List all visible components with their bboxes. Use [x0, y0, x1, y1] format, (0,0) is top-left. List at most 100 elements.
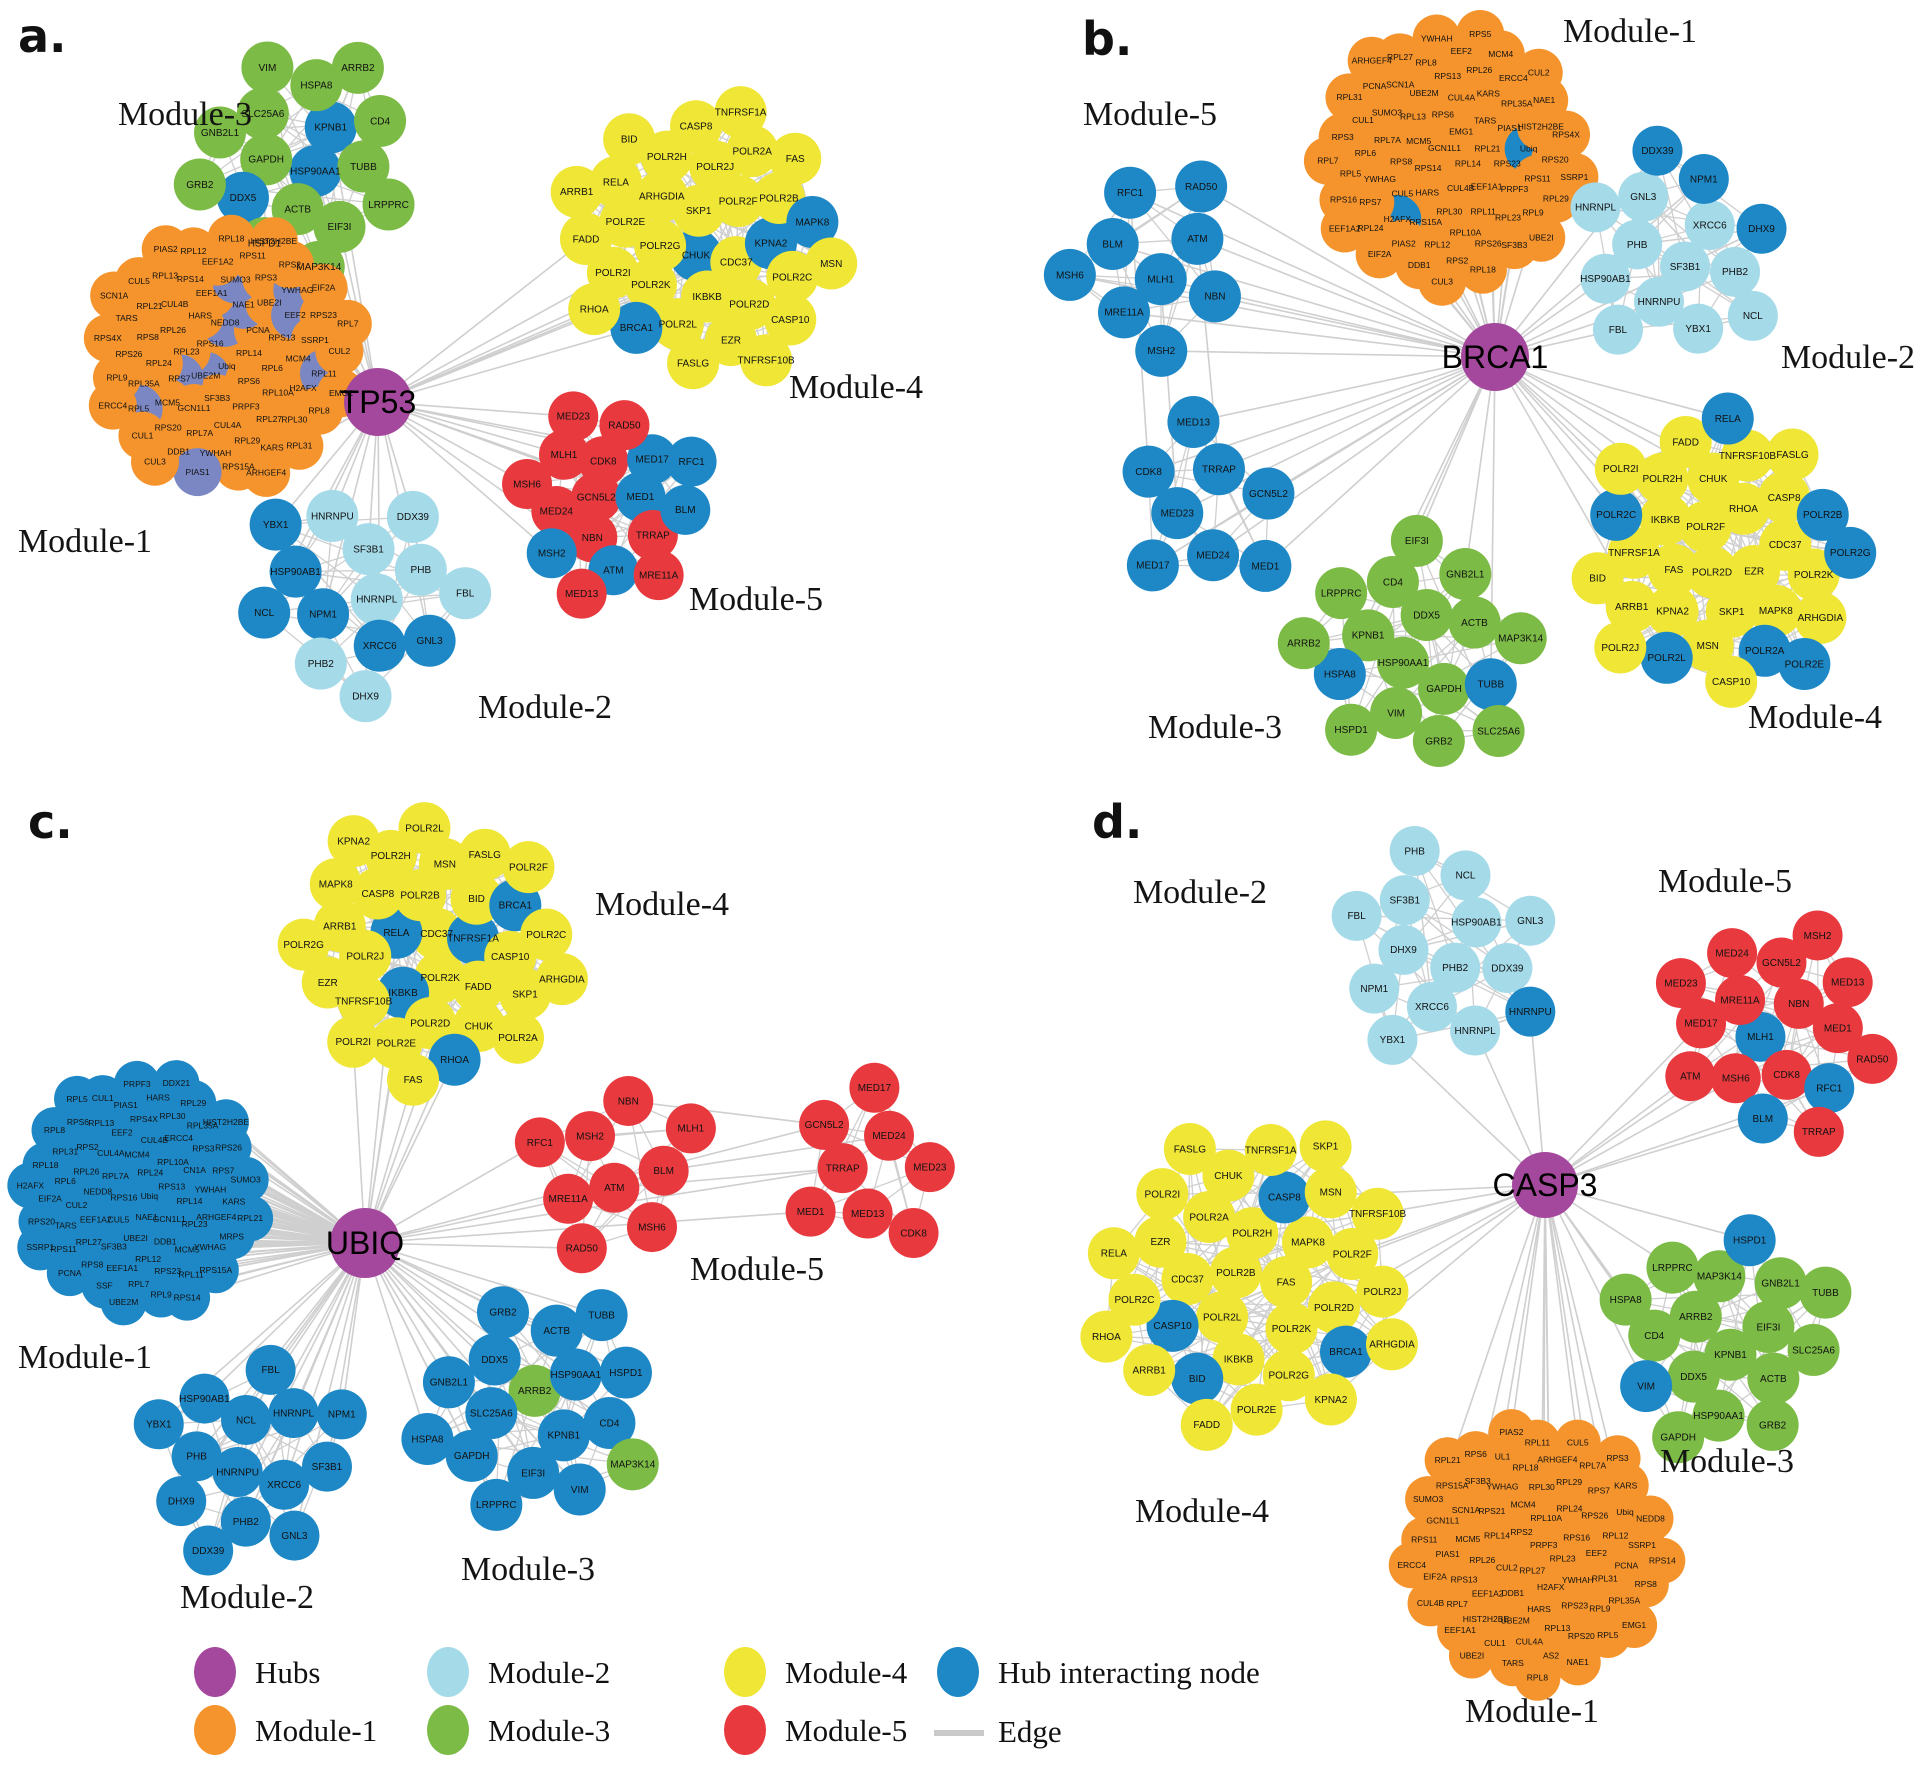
node-label-RPL10A: RPL10A — [1530, 1513, 1562, 1523]
node-HSPD1 — [1325, 703, 1378, 756]
node-MAPK8 — [1749, 584, 1802, 637]
node-label-MLH1: MLH1 — [551, 450, 578, 461]
node-label-RHOA: RHOA — [440, 1055, 469, 1066]
hub-edge — [203, 1242, 366, 1400]
node-label-MCM5: MCM5 — [1455, 1534, 1480, 1544]
node-UBE2I — [1517, 213, 1566, 262]
node-label-IKBKB: IKBKB — [692, 292, 722, 303]
node-label-GRB2: GRB2 — [1759, 1420, 1787, 1431]
node-MED24 — [1187, 529, 1240, 582]
node-NPM1 — [316, 1389, 367, 1440]
node-label-CUL5: CUL5 — [1567, 1437, 1589, 1447]
node-label-RPS13: RPS13 — [1451, 1575, 1478, 1585]
node-DDX39 — [1632, 125, 1683, 176]
node-FAS — [769, 132, 822, 185]
node-label-DDX5: DDX5 — [230, 193, 257, 204]
node-label-DHX9: DHX9 — [168, 1497, 195, 1508]
node-label-NBN: NBN — [1788, 999, 1809, 1010]
node-label-NEDD8: NEDD8 — [83, 1186, 112, 1196]
node-label-MED24: MED24 — [872, 1131, 906, 1142]
node-label-GNB2L1: GNB2L1 — [1761, 1279, 1800, 1290]
node-label-TARS: TARS — [116, 313, 138, 323]
node-label-RPL29: RPL29 — [1556, 1477, 1582, 1487]
node-PHB2 — [220, 1496, 271, 1547]
node-label-HSP90AB1: HSP90AB1 — [1451, 918, 1502, 929]
node-BID — [450, 872, 503, 925]
node-XRCC6 — [259, 1459, 310, 1510]
node-TUBB — [575, 1289, 628, 1342]
node-label-RPS26: RPS26 — [115, 349, 142, 359]
node-label-HIST2H2BE: HIST2H2BE — [1463, 1614, 1510, 1624]
node-label-RPS7: RPS7 — [1588, 1485, 1610, 1495]
node-label-DDX5: DDX5 — [481, 1355, 508, 1366]
node-label-PHB: PHB — [411, 565, 432, 576]
node-HSPA8 — [401, 1412, 454, 1465]
node-label-CUL4A: CUL4A — [214, 420, 242, 430]
node-label-GCN1L1: GCN1L1 — [1428, 143, 1461, 153]
node-LRPPRC — [1315, 567, 1368, 620]
node-label-HNRNPL: HNRNPL — [1575, 203, 1617, 214]
node-label-H2AFX: H2AFX — [1537, 1582, 1565, 1592]
node-label-RPL29: RPL29 — [234, 436, 260, 446]
module-label-a-Module-5: Module-5 — [689, 581, 823, 618]
node-label-MSH2: MSH2 — [1804, 931, 1832, 942]
node-label-RPL13: RPL13 — [1544, 1623, 1570, 1633]
node-label-MED17: MED17 — [858, 1083, 892, 1094]
node-label-MAPK8: MAPK8 — [319, 880, 353, 891]
node-VIM — [553, 1463, 606, 1516]
node-POLR2L — [651, 298, 704, 351]
node-RPL5 — [54, 1075, 101, 1122]
hub-label-BRCA1: BRCA1 — [1442, 339, 1549, 375]
node-label-RPL30: RPL30 — [160, 1111, 186, 1121]
node-label-CHUK: CHUK — [465, 1021, 494, 1032]
node-label-NBN: NBN — [1204, 292, 1225, 303]
node-label-KPNB1: KPNB1 — [314, 123, 347, 134]
nodes-layer — [7, 10, 1898, 1701]
node-label-RPS6: RPS6 — [67, 1117, 89, 1127]
node-label-BID: BID — [468, 894, 485, 905]
hub-edge — [1197, 238, 1496, 358]
node-MED24 — [1707, 928, 1758, 979]
node-label-RPL13: RPL13 — [88, 1118, 114, 1128]
node-label-RPS15A: RPS15A — [1436, 1480, 1469, 1490]
node-label-RPS16: RPS16 — [197, 338, 224, 348]
node-label-FADD: FADD — [465, 982, 492, 993]
node-label-RPS16: RPS16 — [1330, 195, 1357, 205]
node-label-RPL35A: RPL35A — [1501, 99, 1533, 109]
node-label-RPS14: RPS14 — [174, 1292, 201, 1302]
hub-edge — [1212, 356, 1496, 556]
node-FAS — [1260, 1256, 1313, 1309]
node-label-POLR2C: POLR2C — [1114, 1295, 1154, 1306]
node-label-HARS: HARS — [146, 1092, 170, 1102]
node-label-PRPF3: PRPF3 — [123, 1079, 151, 1089]
node-label-RPS16: RPS16 — [1563, 1532, 1590, 1542]
node-CD4 — [354, 94, 407, 147]
node-label-POLR2D: POLR2D — [410, 1018, 450, 1029]
node-SF3B1 — [1379, 875, 1430, 926]
node-label-TUBB: TUBB — [1477, 680, 1504, 691]
node-label-EEF1A2: EEF1A2 — [1329, 223, 1361, 233]
node-PIAS2 — [141, 225, 190, 274]
node-label-DDB1: DDB1 — [1501, 1588, 1524, 1598]
node-label-POLR2K: POLR2K — [631, 280, 671, 291]
node-POLR2G — [1824, 526, 1877, 579]
node-label-RPL29: RPL29 — [180, 1098, 206, 1108]
node-SCN1A — [90, 271, 139, 320]
node-label-RPS20: RPS20 — [28, 1216, 55, 1226]
edge — [1255, 1197, 1286, 1410]
node-label-POLR2F: POLR2F — [719, 196, 758, 207]
node-label-SF3B3: SF3B3 — [101, 1241, 127, 1251]
node-POLR2J — [1594, 621, 1647, 674]
node-VIM — [1370, 687, 1423, 740]
node-CDK8 — [1761, 1049, 1812, 1100]
node-label-DDB1: DDB1 — [1408, 260, 1431, 270]
node-GNB2L1 — [194, 106, 247, 159]
node-label-ERCC4: ERCC4 — [164, 1133, 193, 1143]
node-label-GRB2: GRB2 — [186, 180, 214, 191]
node-label-RPL7: RPL7 — [128, 1279, 150, 1289]
node-label-RPS8: RPS8 — [81, 1260, 103, 1270]
node-label-POLR2F: POLR2F — [509, 862, 548, 873]
node-label-GNB2L1: GNB2L1 — [430, 1378, 469, 1389]
node-label-KARS: KARS — [1614, 1480, 1637, 1490]
node-RPL7 — [1303, 136, 1352, 185]
